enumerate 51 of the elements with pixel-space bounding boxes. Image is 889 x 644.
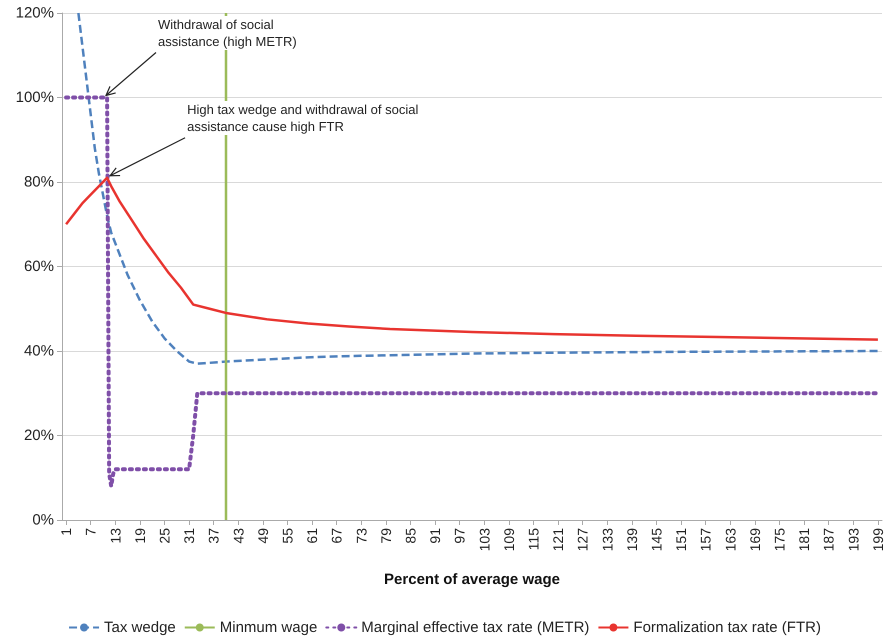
x-tick-label: 7 — [82, 528, 99, 536]
line-series — [64, 176, 880, 341]
x-tick-label: 31 — [181, 528, 198, 544]
x-tick-label: 67 — [328, 528, 345, 544]
x-tick-label: 127 — [574, 528, 591, 552]
x-tick-label: 151 — [673, 528, 690, 552]
legend-label: Marginal effective tax rate (METR) — [361, 619, 590, 636]
legend-label: Formalization tax rate (FTR) — [633, 619, 821, 636]
x-tick-label: 55 — [280, 528, 296, 544]
x-tick-label: 169 — [746, 528, 763, 552]
x-tick-label: 145 — [648, 528, 664, 552]
x-tick-label: 97 — [452, 528, 468, 544]
x-tick-label: 49 — [254, 528, 271, 544]
x-tick-label: 115 — [526, 528, 542, 550]
x-tick-label: 61 — [304, 528, 320, 544]
x-axis-title: Percent of average wage — [384, 571, 560, 588]
y-tick-label: 80% — [24, 174, 54, 190]
x-tick-label: 139 — [624, 528, 640, 552]
x-tick-label: 121 — [550, 528, 566, 552]
x-tick-label: 85 — [402, 528, 418, 544]
line-series — [77, 12, 880, 365]
x-tick-label: 109 — [500, 528, 517, 552]
x-tick-label: 103 — [476, 528, 492, 552]
legend-label: Tax wedge — [104, 619, 176, 636]
x-tick-label: 73 — [353, 528, 370, 544]
x-tick-label: 37 — [206, 528, 222, 544]
x-tick-label: 193 — [845, 528, 862, 552]
x-tick-label: 199 — [870, 528, 886, 552]
x-tick-label: 133 — [599, 528, 616, 552]
x-tick-label: 157 — [698, 528, 714, 552]
annotation: Withdrawal of social assistance (high METR) — [158, 16, 308, 50]
x-tick-label: 79 — [378, 528, 394, 544]
y-tick-label: 100% — [16, 89, 54, 106]
x-tick-label: 175 — [772, 528, 788, 552]
y-tick-label: 120% — [16, 4, 54, 22]
x-tick-label: 187 — [820, 528, 837, 552]
x-tick-label: 163 — [722, 528, 738, 552]
x-tick-label: 181 — [796, 528, 812, 552]
x-tick-label: 19 — [132, 528, 148, 544]
x-tick-label: 1 — [58, 528, 74, 536]
x-tick-label: 25 — [156, 528, 172, 544]
y-tick-label: 60% — [24, 258, 54, 275]
x-tick-label: 91 — [427, 528, 444, 544]
x-tick-label: 13 — [107, 528, 124, 544]
y-tick-label: 20% — [24, 427, 54, 444]
line-series — [64, 96, 880, 488]
y-tick-label: 40% — [24, 342, 54, 360]
x-tick-label: 43 — [230, 528, 246, 544]
y-tick-label: 0% — [32, 512, 54, 528]
annotation: High tax wedge and withdrawal of social assistance cause high FTR — [187, 100, 448, 135]
legend-label: Minmum wage — [220, 619, 318, 636]
